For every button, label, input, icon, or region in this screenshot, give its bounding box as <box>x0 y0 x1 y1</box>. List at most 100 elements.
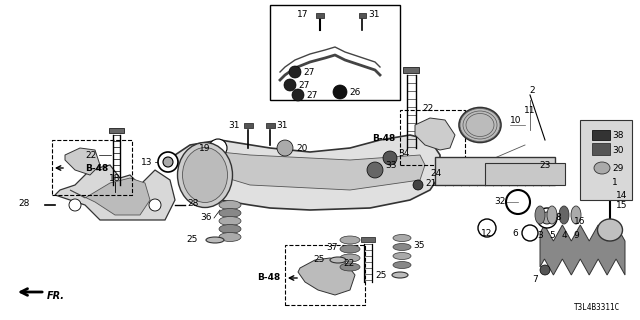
Text: 5: 5 <box>549 230 555 239</box>
Circle shape <box>151 201 159 209</box>
Text: 33: 33 <box>385 161 397 170</box>
Polygon shape <box>55 165 175 220</box>
Circle shape <box>277 140 293 156</box>
Bar <box>592 143 610 155</box>
Text: 31: 31 <box>228 121 240 130</box>
Text: 35: 35 <box>413 241 424 250</box>
Text: T3L4B3311C: T3L4B3311C <box>573 303 620 312</box>
Text: 22: 22 <box>86 150 97 159</box>
Text: 38: 38 <box>612 131 623 140</box>
Bar <box>361 237 375 242</box>
Polygon shape <box>200 150 425 190</box>
Ellipse shape <box>340 236 360 244</box>
Polygon shape <box>540 225 625 275</box>
Text: 28: 28 <box>187 198 198 207</box>
Bar <box>270 5 400 100</box>
Text: 31: 31 <box>368 10 380 19</box>
Text: 26: 26 <box>349 87 360 97</box>
Circle shape <box>163 157 173 167</box>
Circle shape <box>413 180 423 190</box>
Text: 6: 6 <box>512 228 518 237</box>
Ellipse shape <box>177 142 232 207</box>
Text: 18: 18 <box>109 173 121 182</box>
Polygon shape <box>70 178 150 215</box>
Text: 1: 1 <box>612 178 618 187</box>
Text: B-48: B-48 <box>257 274 280 283</box>
Text: 27: 27 <box>303 68 314 76</box>
Text: 37: 37 <box>326 244 338 252</box>
Bar <box>400 110 465 165</box>
Circle shape <box>541 212 553 224</box>
Polygon shape <box>298 258 355 295</box>
Text: 32: 32 <box>495 197 506 206</box>
Ellipse shape <box>219 201 241 210</box>
Circle shape <box>537 208 557 228</box>
Text: 19: 19 <box>198 143 210 153</box>
Ellipse shape <box>547 206 557 224</box>
Text: B-48: B-48 <box>372 133 395 142</box>
Text: 21: 21 <box>425 179 436 188</box>
Text: 23: 23 <box>540 161 550 170</box>
Circle shape <box>292 89 304 101</box>
Circle shape <box>69 199 81 211</box>
Ellipse shape <box>219 225 241 234</box>
Bar <box>52 140 132 195</box>
Bar <box>485 163 565 185</box>
Text: FR.: FR. <box>47 291 65 301</box>
Text: 34: 34 <box>398 148 410 157</box>
Text: 12: 12 <box>481 228 493 237</box>
Circle shape <box>149 199 161 211</box>
Circle shape <box>209 139 227 157</box>
Ellipse shape <box>571 206 581 224</box>
Polygon shape <box>415 118 455 150</box>
Circle shape <box>478 219 496 237</box>
Ellipse shape <box>206 237 224 243</box>
Bar <box>592 130 610 140</box>
Ellipse shape <box>598 219 623 241</box>
Bar <box>285 245 365 305</box>
Ellipse shape <box>392 272 408 278</box>
Ellipse shape <box>340 245 360 253</box>
Ellipse shape <box>559 206 569 224</box>
Ellipse shape <box>219 209 241 218</box>
Text: 9: 9 <box>573 230 579 239</box>
Ellipse shape <box>459 108 501 142</box>
Text: 24: 24 <box>430 169 441 178</box>
Text: 31: 31 <box>276 121 287 130</box>
Circle shape <box>367 162 383 178</box>
Text: 22: 22 <box>344 259 355 268</box>
Text: 29: 29 <box>612 164 623 172</box>
Bar <box>580 120 632 200</box>
Ellipse shape <box>393 244 411 251</box>
Text: 13: 13 <box>141 157 152 166</box>
Ellipse shape <box>594 162 610 174</box>
Circle shape <box>158 152 178 172</box>
Circle shape <box>383 151 397 165</box>
Text: 20: 20 <box>296 143 307 153</box>
Bar <box>266 123 275 128</box>
Text: B-48: B-48 <box>85 164 108 172</box>
Circle shape <box>522 225 538 241</box>
Text: 36: 36 <box>200 213 212 222</box>
Bar <box>435 157 555 185</box>
Text: 25: 25 <box>187 236 198 244</box>
Bar <box>244 123 253 128</box>
Text: 25: 25 <box>376 270 387 279</box>
Text: 3: 3 <box>537 230 543 239</box>
Text: 17: 17 <box>296 10 308 19</box>
Polygon shape <box>175 135 440 210</box>
Circle shape <box>333 85 347 99</box>
Circle shape <box>289 66 301 78</box>
Text: 7: 7 <box>532 275 538 284</box>
Ellipse shape <box>219 233 241 242</box>
Ellipse shape <box>340 263 360 271</box>
Ellipse shape <box>330 257 346 263</box>
Text: 30: 30 <box>612 146 623 155</box>
Text: 11: 11 <box>524 106 536 115</box>
Text: 22: 22 <box>422 103 433 113</box>
Text: 28: 28 <box>19 198 30 207</box>
Text: 27: 27 <box>306 91 317 100</box>
Bar <box>316 13 324 18</box>
Circle shape <box>212 142 224 154</box>
Text: 4: 4 <box>561 230 567 239</box>
